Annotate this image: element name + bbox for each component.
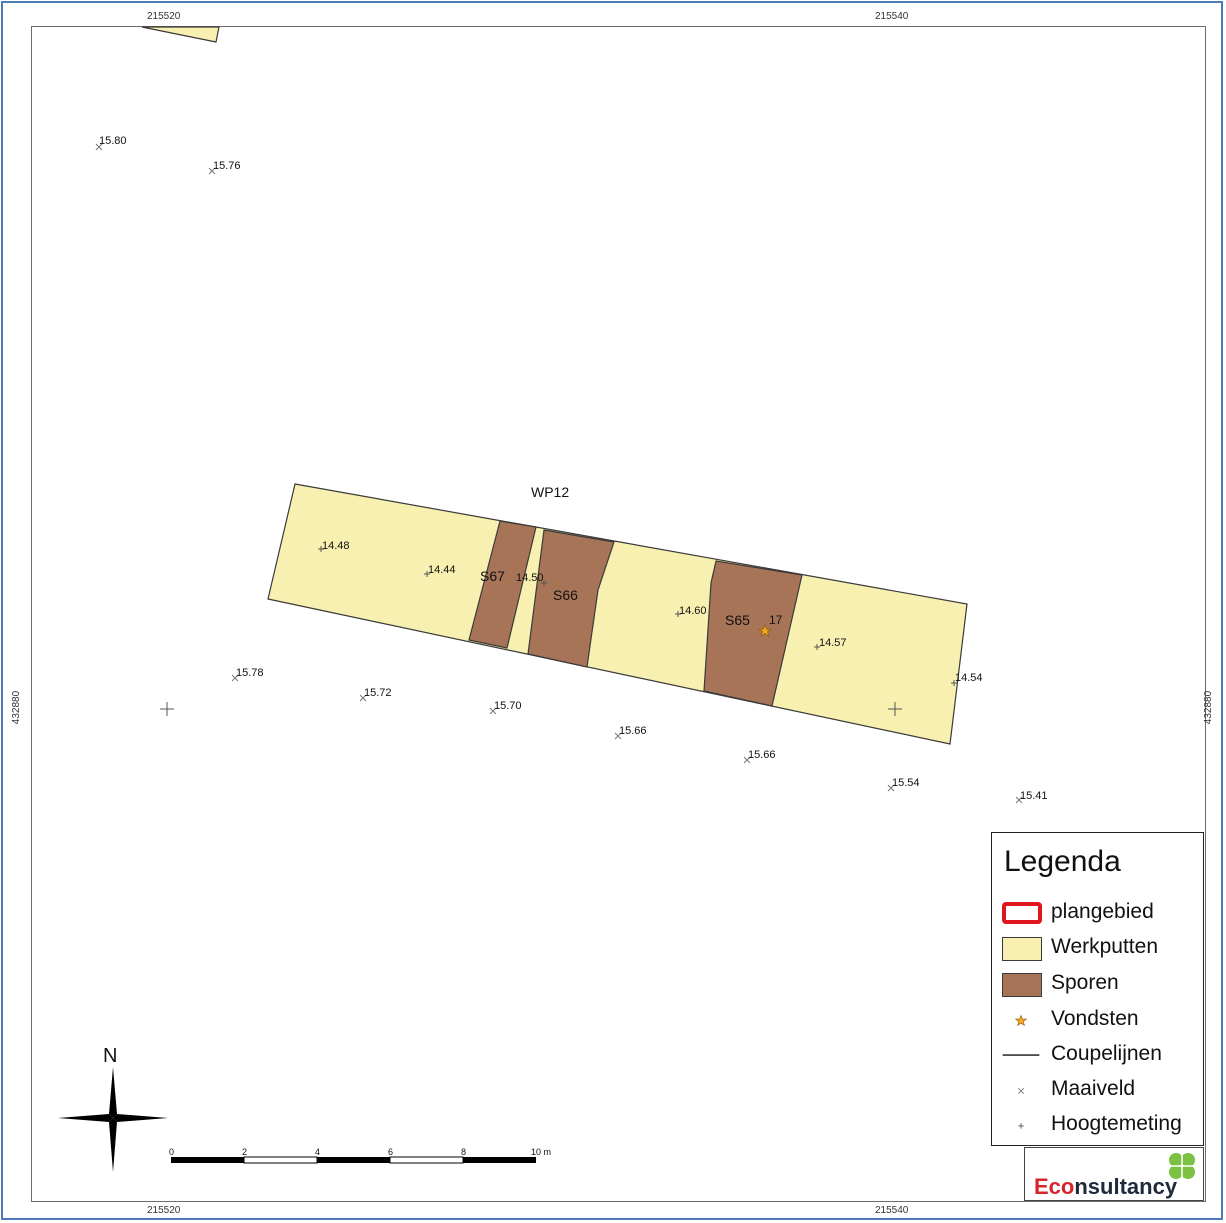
legend-label: Coupelijnen — [1051, 1042, 1162, 1065]
feature-label-s66: S66 — [553, 587, 578, 603]
legend-label: Werkputten — [1051, 935, 1158, 958]
logo-brand-prefix: Eco — [1034, 1174, 1075, 1199]
vondst-star-icon[interactable] — [758, 624, 772, 637]
logo-wordmark: Econsultancy — [1034, 1174, 1177, 1200]
legend-panel: Legenda plangebied Werkputten Sporen Von… — [991, 832, 1204, 1146]
black-line-icon — [1002, 1054, 1040, 1056]
legend-item-plangebied: plangebied — [1000, 900, 1200, 930]
maaiveld-x-icon — [614, 732, 622, 740]
scale-tick-label: 8 — [461, 1147, 466, 1157]
grid-label-x-bottom-right: 215540 — [875, 1205, 909, 1216]
maaiveld-value: 15.66 — [619, 725, 647, 737]
maaiveld-value: 15.76 — [213, 160, 241, 172]
maaiveld-value: 15.78 — [236, 667, 264, 679]
hoogte-plus-icon — [675, 611, 681, 617]
legend-label: Sporen — [1051, 971, 1119, 994]
spoor-s66[interactable] — [527, 529, 615, 668]
legend-item-werkputten: Werkputten — [1000, 935, 1200, 965]
maaiveld-x-icon — [208, 167, 216, 175]
maaiveld-value: 15.41 — [1020, 790, 1048, 802]
feature-label-s65: S65 — [725, 612, 750, 628]
grid-cross-icon — [160, 702, 174, 716]
four-leaf-clover-icon — [1169, 1153, 1195, 1179]
orange-star-icon — [1014, 1014, 1028, 1027]
hoogtemeting-markers — [160, 546, 957, 716]
feature-label-s67: S67 — [480, 568, 505, 584]
maaiveld-x-icon — [231, 674, 239, 682]
maaiveld-value: 15.80 — [99, 135, 127, 147]
grid-label-x-top-right: 215540 — [875, 11, 909, 22]
scale-tick-label: 0 — [169, 1147, 174, 1157]
legend-item-coupelijnen: Coupelijnen — [1000, 1042, 1200, 1072]
legend-item-vondsten: Vondsten — [1000, 1007, 1200, 1037]
maaiveld-value: 15.72 — [364, 687, 392, 699]
grid-label-x-top-left: 215520 — [147, 11, 181, 22]
maaiveld-x-icon — [743, 756, 751, 764]
scale-bar: 0 2 4 6 8 10 m — [169, 1147, 551, 1164]
maaiveld-value: 15.54 — [892, 777, 920, 789]
hoogte-plus-icon — [951, 680, 957, 686]
logo-brand-suffix: nsultancy — [1074, 1174, 1178, 1199]
north-label: N — [103, 1045, 117, 1067]
grid-cross-icon — [888, 702, 902, 716]
spoor-s65[interactable] — [703, 560, 803, 707]
maaiveld-x-icon — [489, 707, 497, 715]
legend-label: Maaiveld — [1051, 1077, 1136, 1100]
grey-x-icon — [1017, 1087, 1025, 1094]
econsultancy-logo: Econsultancy — [1024, 1147, 1204, 1201]
maaiveld-x-icon — [887, 784, 895, 792]
scale-tick-label: 6 — [388, 1147, 393, 1157]
hoogte-value: 14.50 — [516, 572, 544, 584]
legend-item-hoogtemeting: Hoogtemeting — [1000, 1112, 1200, 1142]
legend-item-maaiveld: Maaiveld — [1000, 1077, 1200, 1107]
werkput-partial-top — [141, 26, 220, 43]
brown-fill-icon — [1002, 973, 1042, 997]
legend-title: Legenda — [1004, 845, 1121, 878]
yellow-fill-icon — [1002, 937, 1042, 961]
maaiveld-value: 15.66 — [748, 749, 776, 761]
maaiveld-x-icon — [359, 694, 367, 702]
legend-label: plangebied — [1051, 900, 1154, 923]
maaiveld-x-icon — [1015, 796, 1023, 804]
scale-tick-label: 10 m — [531, 1147, 551, 1157]
grey-plus-icon — [1018, 1123, 1024, 1129]
hoogte-value: 14.60 — [679, 605, 707, 617]
legend-label: Vondsten — [1051, 1007, 1139, 1030]
hoogte-plus-icon — [814, 644, 820, 650]
map-frame — [31, 26, 1206, 1202]
find-number-label: 17 — [769, 613, 783, 627]
maaiveld-value: 15.70 — [494, 700, 522, 712]
legend-item-sporen: Sporen — [1000, 971, 1200, 1001]
outline-red-rect-icon — [1002, 902, 1042, 924]
hoogte-plus-icon — [541, 580, 547, 586]
trench-label-wp12: WP12 — [531, 484, 569, 500]
hoogte-value: 14.57 — [819, 637, 847, 649]
hoogte-value: 14.44 — [428, 564, 456, 576]
scale-tick-label: 2 — [242, 1147, 247, 1157]
scale-tick-label: 4 — [315, 1147, 320, 1157]
maaiveld-x-icon — [95, 143, 103, 151]
north-arrow-icon: N — [58, 1045, 168, 1172]
hoogte-plus-icon — [424, 571, 430, 577]
spoor-s67[interactable] — [468, 520, 537, 649]
werkput-wp12[interactable] — [267, 483, 968, 745]
grid-label-x-bottom-left: 215520 — [147, 1205, 181, 1216]
hoogte-plus-icon — [318, 546, 324, 552]
legend-label: Hoogtemeting — [1051, 1112, 1182, 1135]
hoogte-value: 14.54 — [955, 672, 983, 684]
maaiveld-markers — [95, 143, 1023, 804]
hoogte-value: 14.48 — [322, 540, 350, 552]
